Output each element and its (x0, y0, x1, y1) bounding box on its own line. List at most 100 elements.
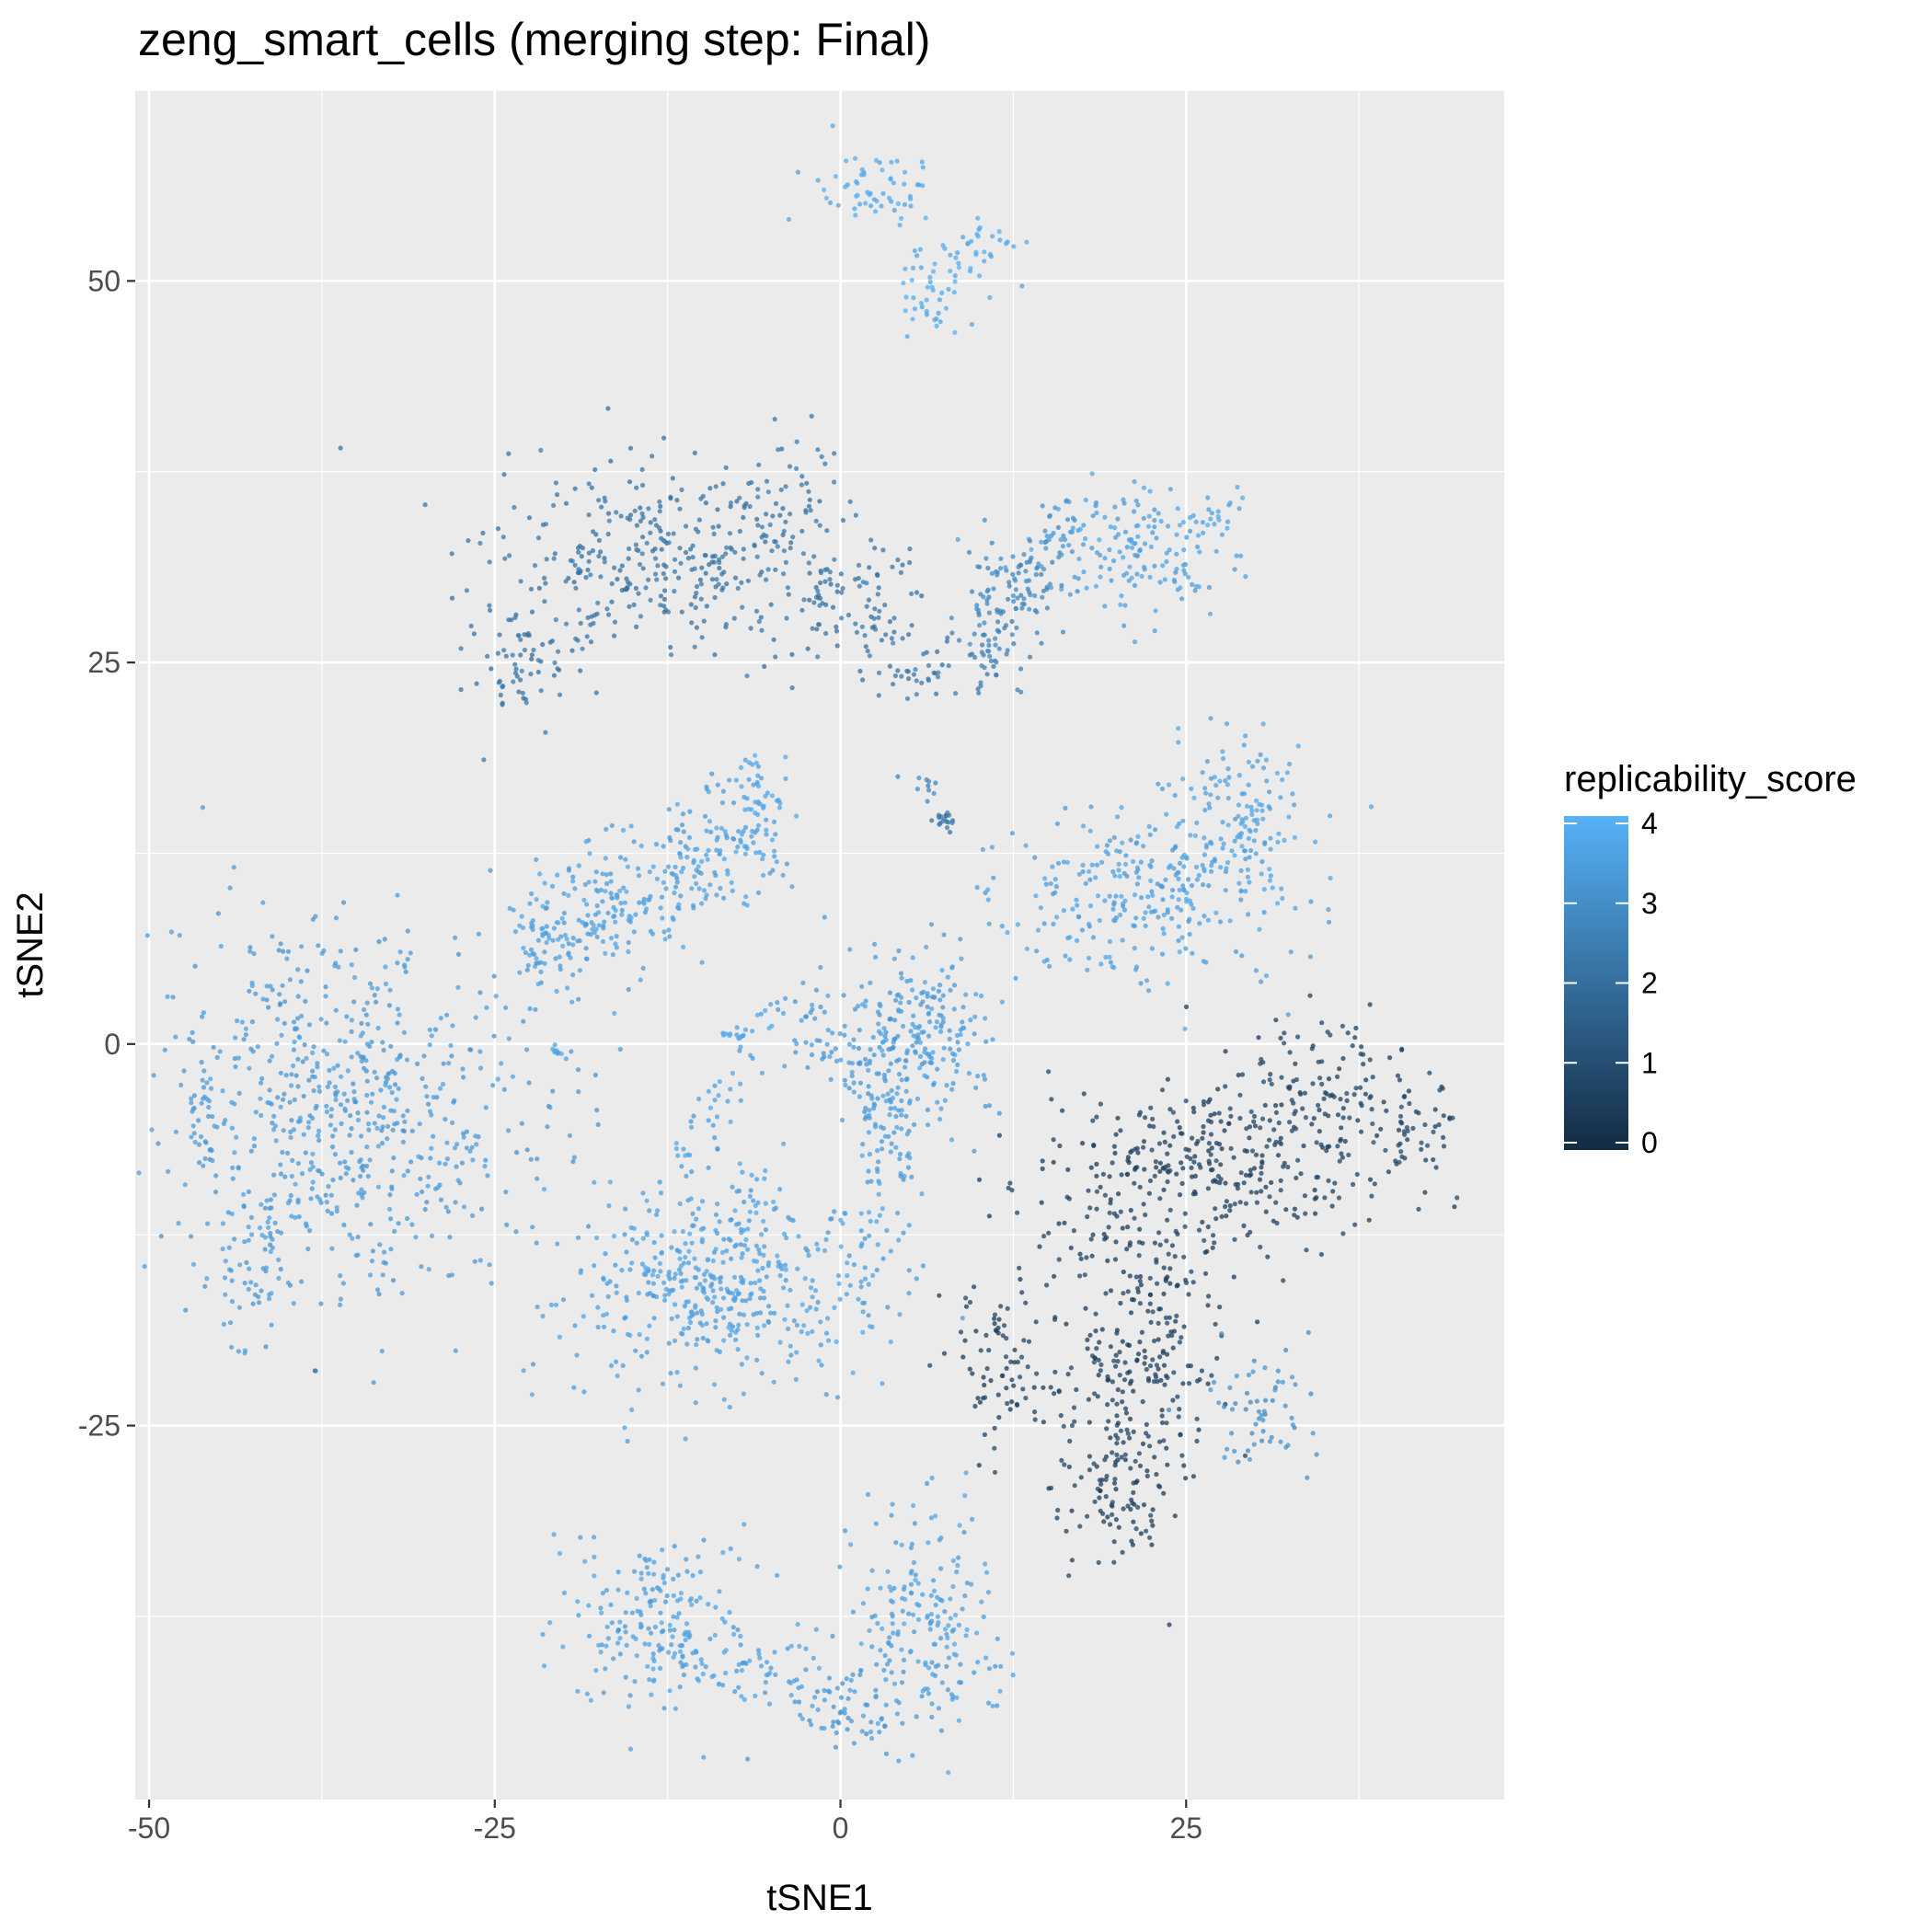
data-point (381, 1104, 386, 1110)
data-point (276, 1257, 282, 1262)
data-point (624, 1249, 629, 1255)
data-point (1102, 1457, 1108, 1463)
data-point (1119, 1455, 1124, 1460)
data-point (800, 980, 806, 985)
data-point (1169, 915, 1175, 921)
data-point (1211, 1379, 1217, 1386)
data-point (395, 1020, 400, 1026)
data-point (862, 1276, 868, 1282)
data-point (540, 933, 546, 938)
data-point (932, 995, 937, 1000)
data-point (571, 1385, 577, 1390)
data-point (714, 1114, 720, 1120)
data-point (955, 250, 960, 256)
data-point (898, 569, 904, 576)
data-point (776, 447, 781, 453)
data-point (777, 1272, 783, 1279)
data-point (858, 1244, 864, 1249)
data-point (609, 1620, 615, 1626)
data-point (894, 993, 900, 998)
data-point (1241, 1180, 1247, 1186)
data-point (736, 1291, 742, 1296)
data-point (275, 1017, 281, 1022)
data-point (1083, 1305, 1088, 1311)
data-point (705, 857, 710, 862)
data-point (1077, 1273, 1083, 1279)
data-point (795, 1622, 800, 1627)
data-point (604, 606, 610, 612)
data-point (1292, 1425, 1297, 1431)
data-point (437, 1160, 443, 1166)
data-point (1201, 1123, 1206, 1130)
data-point (248, 1046, 254, 1052)
data-point (1065, 1167, 1071, 1172)
data-point (1058, 1413, 1064, 1419)
data-point (984, 601, 990, 606)
data-point (246, 1286, 251, 1292)
data-point (1147, 1443, 1153, 1449)
data-point (395, 960, 400, 966)
data-point (978, 1348, 983, 1353)
data-point (734, 1189, 740, 1194)
data-point (1119, 1172, 1124, 1178)
data-point (898, 1173, 903, 1179)
data-point (707, 1636, 713, 1641)
data-point (1249, 811, 1255, 818)
data-point (496, 680, 502, 685)
data-point (822, 1697, 828, 1703)
data-point (189, 1134, 194, 1140)
data-point (1104, 843, 1110, 848)
data-point (1132, 582, 1138, 589)
data-point (291, 1063, 296, 1069)
data-point (291, 1047, 297, 1052)
data-point (1315, 1174, 1321, 1180)
data-point (991, 875, 996, 880)
data-point (751, 1198, 756, 1203)
data-point (1088, 1165, 1094, 1170)
data-point (1225, 1446, 1230, 1452)
data-point (626, 939, 631, 945)
data-point (952, 1612, 959, 1618)
data-point (627, 1267, 633, 1272)
data-point (918, 265, 924, 270)
data-point (351, 1081, 356, 1087)
data-point (626, 1704, 632, 1709)
data-point (714, 837, 719, 843)
data-point (287, 1282, 293, 1288)
data-point (1352, 1222, 1358, 1227)
data-point (633, 1636, 638, 1641)
data-point (742, 757, 748, 763)
data-point (1055, 524, 1061, 531)
data-point (495, 650, 501, 656)
data-point (940, 1005, 946, 1010)
data-point (675, 1153, 681, 1158)
data-point (700, 1671, 706, 1677)
data-point (364, 1163, 370, 1169)
data-point (1072, 574, 1077, 580)
data-point (863, 1702, 868, 1708)
data-point (842, 1211, 847, 1216)
data-point (1059, 586, 1064, 592)
data-point (278, 1171, 284, 1177)
data-point (1259, 871, 1264, 877)
data-point (318, 1301, 324, 1306)
data-point (893, 997, 899, 1003)
data-point (278, 1001, 283, 1006)
data-point (230, 1165, 236, 1170)
data-point (1033, 571, 1039, 578)
data-point (926, 676, 931, 682)
data-point (880, 1256, 886, 1261)
data-point (690, 1211, 696, 1216)
data-point (249, 980, 255, 985)
data-point (421, 1053, 427, 1059)
data-point (919, 680, 925, 685)
data-point (1094, 510, 1099, 516)
data-point (996, 629, 1002, 635)
data-point (341, 1091, 347, 1097)
data-point (872, 546, 878, 551)
data-point (799, 482, 805, 488)
data-point (1152, 1338, 1157, 1344)
data-point (1309, 1046, 1315, 1052)
data-point (570, 972, 576, 978)
data-point (1181, 1254, 1187, 1259)
